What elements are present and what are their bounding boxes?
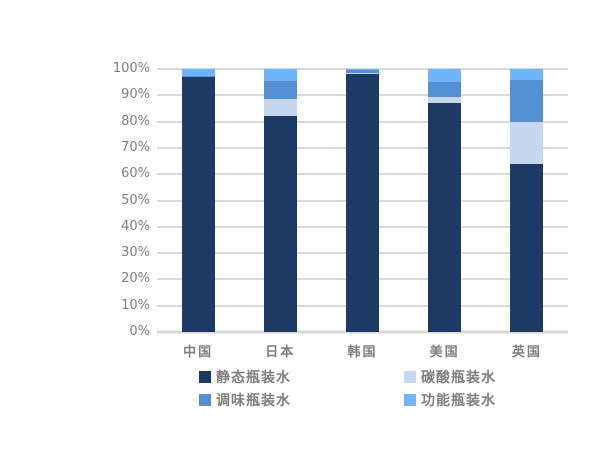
bar-中国 — [181, 69, 215, 332]
legend-item: 功能瓶装水 — [404, 392, 496, 409]
legend-swatch-icon — [404, 371, 416, 383]
y-tick-label: 80% — [121, 113, 150, 129]
y-tick-label: 0% — [129, 324, 150, 339]
y-tick-label: 60% — [121, 166, 150, 182]
segment-静态瓶装水 — [346, 74, 379, 332]
gridline-0% — [157, 330, 568, 334]
x-tick-label: 中国 — [183, 345, 214, 360]
legend-label: 静态瓶装水 — [216, 370, 291, 386]
segment-静态瓶装水 — [181, 76, 215, 332]
legend-item: 碳酸瓶装水 — [404, 369, 496, 386]
segment-静态瓶装水 — [428, 103, 462, 332]
segment-调味瓶装水 — [510, 79, 544, 122]
y-tick-label: 30% — [121, 245, 150, 261]
bar-韩国 — [346, 69, 379, 332]
legend-label: 碳酸瓶装水 — [421, 370, 496, 386]
legend-item: 调味瓶装水 — [199, 392, 291, 409]
segment-调味瓶装水 — [263, 80, 297, 100]
segment-静态瓶装水 — [510, 163, 544, 332]
legend-label: 调味瓶装水 — [216, 393, 291, 409]
y-tick-label: 40% — [121, 218, 150, 234]
segment-调味瓶装水 — [346, 70, 379, 74]
segment-调味瓶装水 — [428, 82, 462, 97]
segment-碳酸瓶装水 — [428, 96, 462, 104]
bar-日本 — [263, 69, 297, 332]
x-tick-label: 美国 — [429, 345, 460, 360]
segment-功能瓶装水 — [510, 69, 544, 80]
segment-碳酸瓶装水 — [263, 99, 297, 117]
plot-area — [157, 68, 568, 334]
segment-功能瓶装水 — [346, 69, 379, 71]
x-tick-label: 日本 — [265, 345, 296, 360]
y-tick-label: 90% — [121, 87, 150, 103]
bar-英国 — [510, 69, 544, 332]
legend-label: 功能瓶装水 — [421, 393, 496, 409]
legend-swatch-icon — [404, 394, 416, 406]
segment-碳酸瓶装水 — [510, 121, 544, 164]
legend-item: 静态瓶装水 — [199, 369, 291, 386]
segment-功能瓶装水 — [263, 69, 297, 81]
y-tick-label: 10% — [121, 297, 150, 313]
segment-功能瓶装水 — [181, 69, 215, 76]
y-tick-label: 50% — [121, 192, 150, 208]
gridline-100% — [157, 68, 568, 70]
y-tick-label: 70% — [121, 139, 150, 155]
y-tick-label: 100% — [112, 61, 150, 76]
segment-静态瓶装水 — [263, 116, 297, 332]
segment-功能瓶装水 — [428, 69, 462, 83]
y-tick-label: 20% — [121, 271, 150, 287]
bar-美国 — [428, 69, 462, 332]
x-tick-label: 韩国 — [347, 345, 378, 360]
legend-swatch-icon — [199, 394, 211, 406]
legend-swatch-icon — [199, 371, 211, 383]
segment-碳酸瓶装水 — [346, 73, 379, 75]
x-tick-label: 英国 — [511, 345, 542, 360]
segment-调味瓶装水 — [181, 75, 215, 77]
